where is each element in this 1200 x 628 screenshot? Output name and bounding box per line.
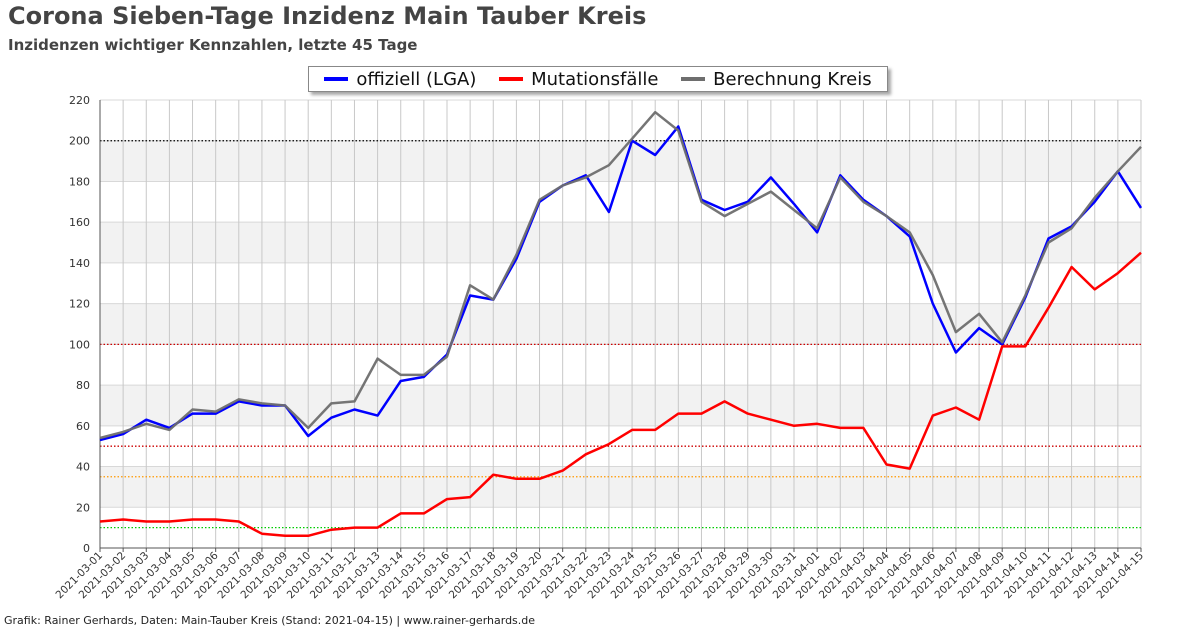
grid-band [100, 303, 1141, 345]
grid-band [100, 222, 1141, 263]
chart-subtitle: Inzidenzen wichtiger Kennzahlen, letzte … [8, 36, 418, 54]
y-tick-label: 0 [83, 542, 90, 555]
y-tick-label: 200 [69, 135, 90, 148]
y-tick-label: 100 [69, 338, 90, 351]
legend-label-berechnung-kreis: Berechnung Kreis [713, 68, 872, 90]
series-line-2 [99, 251, 1142, 538]
y-tick-label: 160 [69, 216, 90, 229]
legend-swatch-berechnung-kreis [681, 77, 706, 81]
legend-item-offiziell: offiziell (LGA) [324, 69, 476, 90]
legend-label-offiziell: offiziell (LGA) [356, 68, 477, 90]
legend-item-mutationsfaelle: Mutationsfälle [499, 69, 658, 90]
y-tick-label: 120 [69, 298, 90, 311]
legend-swatch-mutationsfaelle [499, 77, 524, 81]
chart-title: Corona Sieben-Tage Inzidenz Main Tauber … [8, 2, 647, 30]
y-tick-label: 40 [76, 461, 90, 474]
legend-swatch-offiziell [324, 77, 349, 81]
footer-credit: Grafik: Rainer Gerhards, Daten: Main-Tau… [4, 614, 536, 627]
y-tick-label: 20 [76, 501, 90, 514]
legend-item-berechnung-kreis: Berechnung Kreis [681, 68, 872, 90]
y-tick-label: 60 [76, 420, 90, 433]
y-tick-label: 80 [76, 379, 90, 392]
y-tick-label: 140 [69, 257, 90, 270]
series-line-3 [99, 110, 1142, 440]
legend: offiziell (LGA) Mutationsfälle Berechnun… [308, 66, 888, 92]
y-tick-label: 180 [69, 175, 90, 188]
y-tick-label: 220 [69, 94, 90, 107]
legend-label-mutationsfaelle: Mutationsfälle [531, 68, 659, 90]
grid-band [100, 466, 1141, 508]
